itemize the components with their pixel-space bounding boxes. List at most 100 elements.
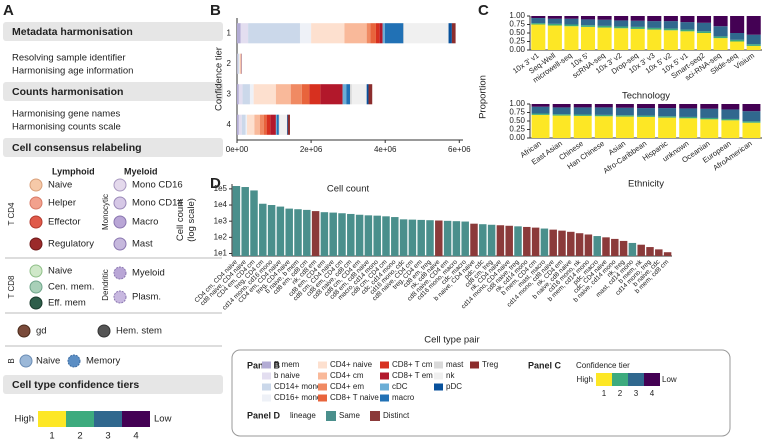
y-tick-label: 1.00 (509, 99, 525, 108)
bar-segment (595, 115, 613, 116)
bar (611, 239, 618, 256)
bar (312, 211, 319, 256)
legend-swatch (262, 395, 271, 402)
bar (497, 225, 504, 256)
y-tick-label: 0.25 (509, 125, 525, 134)
bar-segment (700, 118, 718, 119)
bar (233, 186, 240, 256)
bar (321, 212, 328, 256)
bar (303, 210, 310, 256)
legend-label: 2 (618, 389, 623, 398)
bar-segment (721, 109, 739, 119)
bar (382, 216, 389, 256)
bar-segment (302, 84, 309, 104)
y-axis-label: Proportion (478, 75, 489, 119)
bar-segment (343, 84, 347, 104)
bar-segment (730, 42, 744, 51)
bar (347, 214, 354, 256)
bar (277, 207, 284, 256)
bar-segment (742, 111, 760, 121)
bar-segment (404, 23, 448, 43)
legend-swatch (380, 395, 389, 402)
legend-label: nk (446, 371, 455, 380)
bar-segment (532, 114, 550, 115)
bar-segment (380, 23, 383, 43)
bar-segment (631, 21, 645, 27)
cell-type: Effector (48, 217, 81, 228)
bar-segment (631, 16, 645, 21)
x-tick-label: 0e+00 (226, 145, 249, 154)
bar-segment (352, 84, 367, 104)
bar-segment (242, 115, 246, 135)
bar-segment (658, 108, 676, 116)
bar-segment (564, 16, 578, 19)
bar-segment (553, 116, 571, 138)
bar-segment (637, 117, 655, 138)
bar-segment (564, 25, 578, 27)
cell-type: Naive (48, 266, 72, 277)
cell-type: Hem. stem (116, 326, 162, 337)
bar-segment (574, 116, 592, 138)
bar-segment (697, 33, 711, 50)
bar-segment (350, 84, 352, 104)
bar-segment (697, 16, 711, 23)
bar (479, 224, 486, 256)
bar-segment (697, 23, 711, 32)
bar-segment (531, 25, 545, 51)
bar (505, 226, 512, 256)
bar-segment (581, 19, 595, 25)
bar (400, 219, 407, 256)
cell-icon (114, 197, 126, 209)
y-tick-label: 1e3 (214, 216, 228, 225)
bar (453, 221, 460, 256)
tier-level: 4 (133, 431, 138, 442)
bar-segment (730, 16, 744, 33)
bar-segment (247, 115, 254, 135)
bar-segment (714, 36, 728, 38)
bar (338, 213, 345, 256)
bar-segment (254, 84, 276, 104)
bar-segment (548, 16, 562, 19)
bar-segment (721, 120, 739, 138)
bar-segment (742, 104, 760, 111)
cell-icon (30, 297, 42, 309)
bar-segment (532, 115, 550, 138)
bar-segment (664, 16, 678, 21)
subgroup-label: Dendritic (101, 269, 110, 301)
bar-segment (664, 30, 678, 50)
cell-icon (30, 265, 42, 277)
group-title: Myeloid (124, 166, 158, 176)
bar (417, 220, 424, 256)
y-tick-label: 0.00 (509, 133, 525, 142)
bar-segment (276, 84, 291, 104)
cell-icon (30, 216, 42, 228)
chart-title: Cell count (327, 184, 370, 195)
tier-level: 2 (77, 431, 82, 442)
bar-segment (747, 44, 761, 46)
bar-segment (680, 22, 694, 29)
y-tick-label: 0.00 (509, 45, 525, 54)
bar-segment (714, 38, 728, 50)
cell-type: Macro (132, 217, 158, 228)
bar (268, 205, 275, 256)
bar-segment (714, 26, 728, 36)
bar (426, 220, 433, 256)
bar-segment (631, 27, 645, 29)
bar (637, 245, 644, 256)
legend-label: Treg (482, 360, 498, 369)
bar-segment (376, 23, 380, 43)
bar-segment (697, 31, 711, 33)
bar-segment (270, 115, 276, 135)
legend-swatch (434, 384, 443, 391)
legend-label: CD16+ mono (274, 393, 322, 402)
cell-type: Regulatory (48, 239, 94, 250)
legend-swatch (380, 384, 389, 391)
legend-swatch (470, 362, 479, 369)
bar (391, 217, 398, 256)
cell-type: Cen. mem. (48, 282, 94, 293)
bar-segment (531, 18, 545, 23)
bar-segment (680, 16, 694, 22)
y-axis-label: Cell count (175, 199, 186, 242)
subgroup-label: Monocytic (101, 194, 110, 230)
bar (514, 226, 521, 256)
